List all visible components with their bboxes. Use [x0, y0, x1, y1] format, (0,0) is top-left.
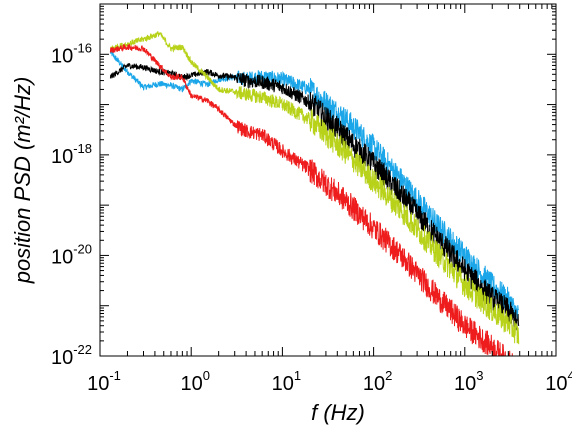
- y-tick-label: 10-18: [51, 141, 92, 168]
- x-tick-label: 100: [180, 368, 209, 395]
- y-tick-label: 10-22: [51, 342, 92, 369]
- y-tick-label: 10-20: [51, 241, 92, 268]
- x-tick-label: 10-1: [87, 368, 121, 395]
- psd-series-3: [110, 31, 520, 345]
- ticks-layer: [99, 3, 557, 357]
- x-tick-label: 103: [454, 368, 483, 395]
- x-tick-label: 104: [545, 368, 572, 395]
- y-tick-label: 10-16: [51, 40, 92, 67]
- x-tick-label: 102: [363, 368, 392, 395]
- psd-series-2: [109, 63, 520, 331]
- y-axis-title: position PSD (m²/Hz): [10, 77, 35, 285]
- x-tick-label: 101: [272, 368, 301, 395]
- x-axis-title: f (Hz): [311, 400, 365, 425]
- plot-frame: [99, 3, 557, 357]
- labels-layer: 10-1 100 101 102 103 104 10-22 10-20 10-18 10-16: [51, 40, 572, 395]
- series-layer: [109, 31, 520, 356]
- psd-series-4: [109, 43, 513, 356]
